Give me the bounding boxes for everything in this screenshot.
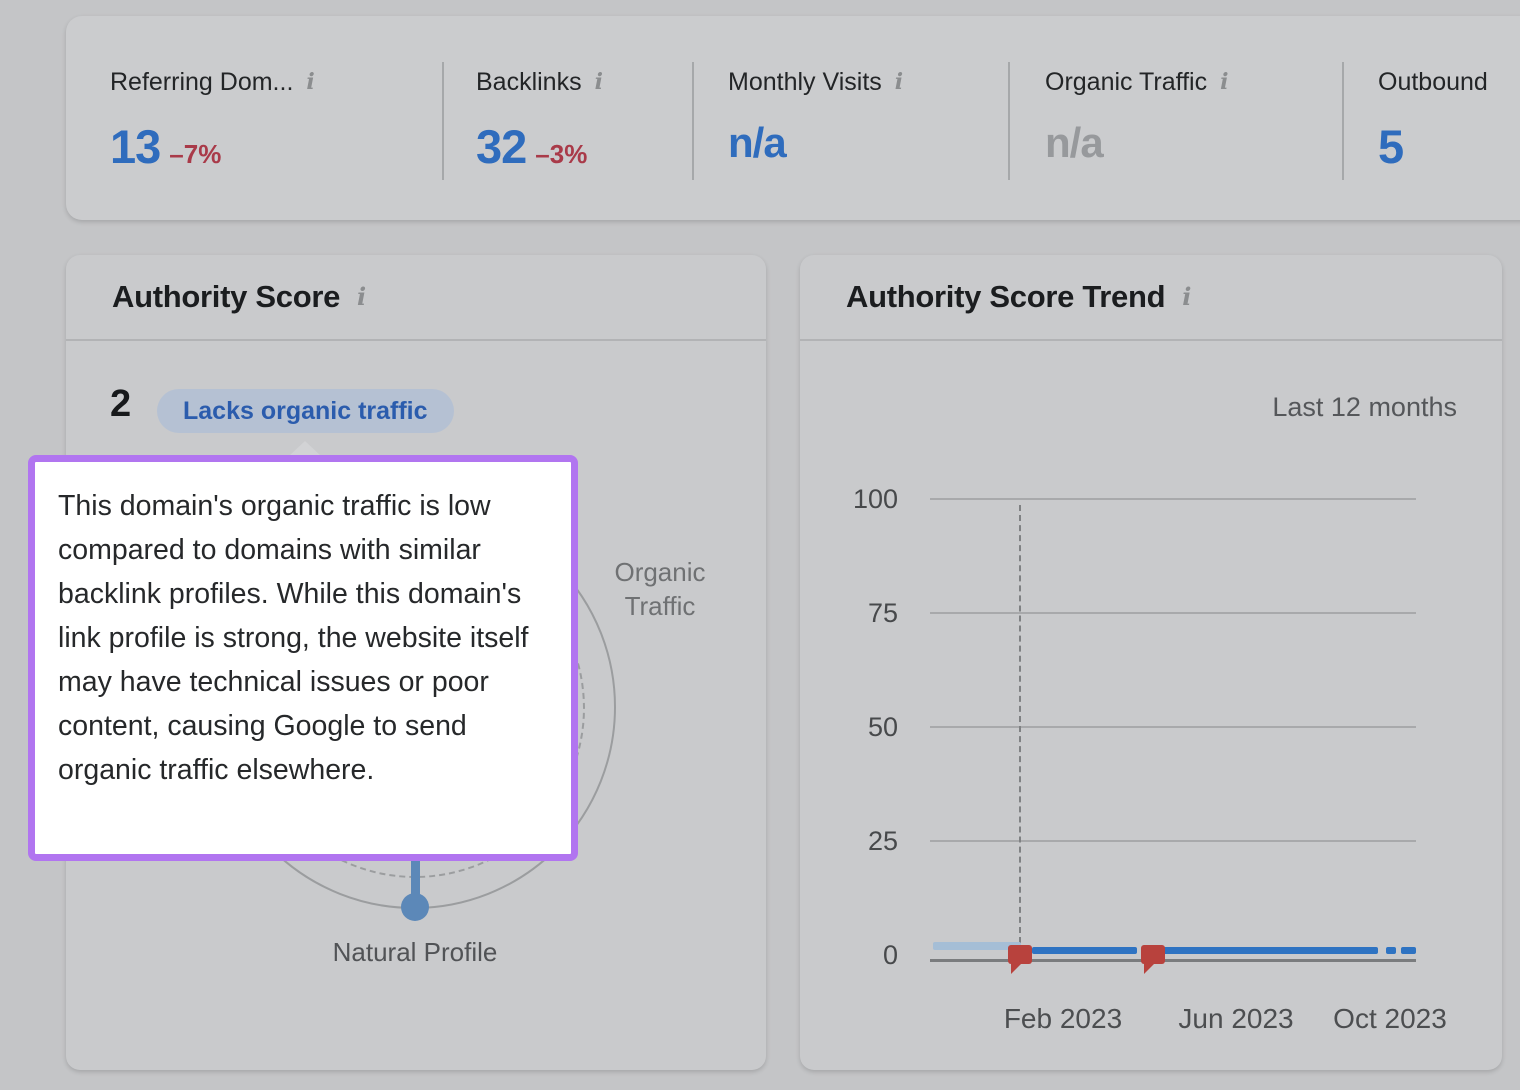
authority-score-trend-card: Authority Score Trend i Last 12 months 1… <box>800 255 1502 1070</box>
trend-line-segment <box>1163 947 1378 954</box>
authority-score-value: 2 <box>110 383 132 425</box>
info-icon[interactable]: i <box>1220 69 1229 95</box>
metric-label: Referring Dom... <box>110 68 294 96</box>
metric-value: 32 <box>476 120 527 173</box>
gauge-axis-label-organic-traffic: Organic Traffic <box>614 557 706 621</box>
y-tick-50: 50 <box>867 712 898 742</box>
authority-score-tooltip: This domain's organic traffic is low com… <box>28 455 578 861</box>
trend-line-segment <box>1386 947 1396 954</box>
metric-label: Monthly Visits <box>728 68 882 96</box>
x-tick-jun-2023: Jun 2023 <box>1178 1003 1294 1034</box>
info-icon[interactable]: i <box>357 282 367 311</box>
x-axis-line <box>930 959 1416 962</box>
gridline-100 <box>930 498 1416 500</box>
divider <box>442 62 444 180</box>
divider <box>1008 62 1010 180</box>
y-tick-25: 25 <box>867 826 898 856</box>
card-title: Authority Score Trend <box>846 279 1166 314</box>
metric-value: 13 <box>110 120 161 173</box>
metric-value: 5 <box>1378 120 1404 173</box>
info-icon[interactable]: i <box>594 69 603 95</box>
y-tick-75: 75 <box>867 598 898 628</box>
y-tick-0: 0 <box>882 940 898 970</box>
period-label: Last 12 months <box>1272 392 1457 422</box>
card-title: Authority Score <box>112 279 341 314</box>
tooltip-text: This domain's organic traffic is low com… <box>58 490 529 786</box>
metric-label: Outbound <box>1378 68 1488 96</box>
info-icon[interactable]: i <box>1182 282 1192 311</box>
gauge-pointer-dot <box>401 893 429 921</box>
gauge-axis-label-natural-profile: Natural Profile <box>332 937 498 967</box>
authority-score-header: Authority Score i <box>66 255 766 341</box>
trend-header: Authority Score Trend i <box>800 255 1502 341</box>
gridline-25 <box>930 840 1416 842</box>
metric-label: Organic Traffic <box>1045 68 1208 96</box>
metric-value: n/a <box>1045 119 1104 166</box>
dashed-marker-line <box>1019 505 1021 943</box>
x-tick-feb-2023: Feb 2023 <box>1003 1003 1123 1034</box>
gridline-50 <box>930 726 1416 728</box>
authority-score-badge: Lacks organic traffic <box>157 389 454 433</box>
tooltip-caret <box>290 441 320 455</box>
note-flag-icon[interactable] <box>1008 945 1032 974</box>
note-flag-icon[interactable] <box>1141 945 1165 974</box>
trend-line-history-segment <box>933 942 1021 950</box>
metric-value: n/a <box>728 119 787 166</box>
y-tick-100: 100 <box>852 484 898 514</box>
trend-line-segment <box>1401 947 1416 954</box>
divider <box>1342 62 1344 180</box>
metric-delta: –3% <box>535 139 588 169</box>
divider <box>692 62 694 180</box>
metric-delta: –7% <box>169 139 222 169</box>
gridline-75 <box>930 612 1416 614</box>
info-icon[interactable]: i <box>306 69 315 95</box>
metric-label: Backlinks <box>476 68 582 96</box>
info-icon[interactable]: i <box>894 69 904 95</box>
trend-line-segment <box>1032 947 1137 954</box>
metrics-bar: Referring Dom... i 13 –7% Backlinks i 32… <box>66 16 1520 220</box>
x-tick-oct-2023: Oct 2023 <box>1333 1003 1447 1034</box>
